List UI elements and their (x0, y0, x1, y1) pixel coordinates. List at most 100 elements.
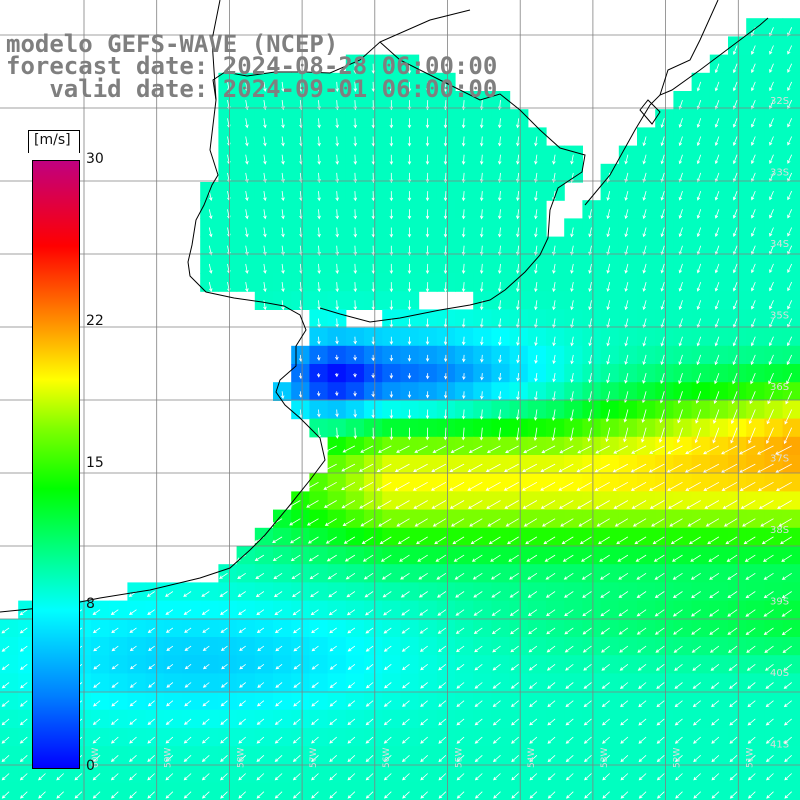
wind-speed-cell (728, 691, 747, 711)
wind-speed-cell (163, 728, 183, 747)
wind-arrow (255, 572, 265, 579)
wind-speed-cell (182, 709, 201, 729)
wind-arrow (353, 136, 358, 147)
wind-speed-cell (345, 655, 365, 674)
wind-arrow (425, 409, 430, 420)
wind-arrow (365, 773, 374, 781)
wind-arrow (570, 336, 574, 347)
wind-speed-cell (309, 691, 329, 711)
wind-speed-cell (418, 637, 438, 656)
wind-arrow (606, 227, 611, 238)
wind-speed-cell (527, 728, 547, 747)
wind-arrow (769, 336, 774, 347)
wind-arrow (529, 700, 538, 708)
wind-arrow (552, 300, 556, 311)
wind-speed-cell (564, 709, 583, 729)
wind-speed-cell (364, 527, 383, 547)
wind-speed-cell (436, 436, 456, 456)
wind-arrow (570, 318, 574, 329)
wind-arrow (456, 736, 465, 744)
wind-arrow (347, 682, 356, 689)
wind-speed-cell (418, 546, 438, 565)
wind-speed-cell (345, 673, 365, 693)
wind-arrow (726, 554, 738, 562)
wind-arrow (522, 500, 538, 509)
wind-speed-cell (491, 709, 511, 729)
wind-speed-cell (728, 764, 747, 784)
wind-speed-cell (291, 709, 310, 729)
wind-arrow (714, 300, 720, 310)
wind-arrow (696, 300, 702, 310)
wind-arrow (602, 755, 610, 763)
wind-arrow (329, 718, 337, 726)
wind-arrow (606, 300, 611, 311)
wind-speed-cell (491, 582, 511, 602)
lon-label: 51W (745, 748, 755, 768)
wind-arrow (783, 682, 792, 689)
wind-arrow (787, 136, 793, 146)
wind-arrow (510, 700, 519, 708)
wind-arrow (564, 609, 574, 617)
wind-speed-cell (618, 600, 638, 620)
wind-arrow (316, 354, 321, 361)
wind-arrow (389, 409, 394, 419)
wind-speed-cell (455, 655, 474, 674)
wind-speed-cell (364, 564, 383, 583)
wind-speed-cell (509, 491, 529, 511)
wind-speed-cell (345, 764, 365, 784)
wind-speed-cell (637, 637, 656, 656)
wind-arrow (389, 373, 394, 379)
wind-arrow (787, 263, 793, 274)
wind-speed-cell (455, 436, 474, 456)
model-title: modelo GEFS-WAVE (NCEP) (6, 30, 339, 58)
wind-arrow (775, 481, 792, 491)
wind-arrow (678, 118, 683, 128)
wind-arrow (711, 700, 720, 708)
wind-speed-cell (709, 600, 729, 620)
wind-speed-cell (709, 546, 729, 565)
wind-arrow (407, 263, 412, 275)
wind-arrow (642, 136, 647, 147)
wind-arrow (362, 554, 374, 562)
wind-arrow (710, 682, 720, 689)
wind-arrow (660, 118, 665, 129)
wind-arrow (714, 99, 720, 110)
wind-arrow (769, 63, 774, 73)
wind-arrow (148, 682, 155, 688)
wind-arrow (245, 245, 249, 256)
wind-arrow (220, 755, 228, 762)
wind-speed-cell (127, 618, 147, 638)
wind-arrow (763, 554, 774, 562)
wind-arrow (705, 518, 720, 527)
wind-speed-cell (345, 455, 365, 474)
wind-arrow (516, 263, 520, 274)
wind-arrow (709, 627, 720, 635)
wind-arrow (493, 791, 501, 799)
wind-speed-cell (746, 728, 765, 747)
wind-speed-cell (564, 655, 583, 674)
wind-arrow (365, 718, 374, 726)
wind-arrow (570, 245, 574, 256)
wind-speed-cell (127, 673, 147, 693)
wind-arrow (711, 736, 720, 744)
wind-arrow (766, 427, 774, 444)
wind-arrow (660, 336, 665, 347)
wind-speed-cell (746, 455, 765, 474)
wind-arrow (437, 609, 447, 616)
wind-speed-cell (273, 564, 292, 583)
wind-arrow (238, 791, 246, 799)
wind-speed-cell (400, 600, 420, 620)
wind-arrow (1, 700, 10, 707)
wind-speed-cell (291, 673, 310, 693)
wind-speed-cell (473, 728, 492, 747)
wind-arrow (221, 663, 228, 670)
wind-speed-cell (400, 709, 420, 729)
wind-arrow (238, 773, 246, 781)
wind-speed-cell (327, 764, 347, 784)
wind-speed-cell (236, 600, 256, 620)
wind-arrow (649, 500, 665, 509)
wind-speed-cell (327, 600, 347, 620)
wind-arrow (344, 554, 356, 562)
wind-speed-cell (546, 455, 565, 474)
wind-arrow (219, 591, 228, 597)
